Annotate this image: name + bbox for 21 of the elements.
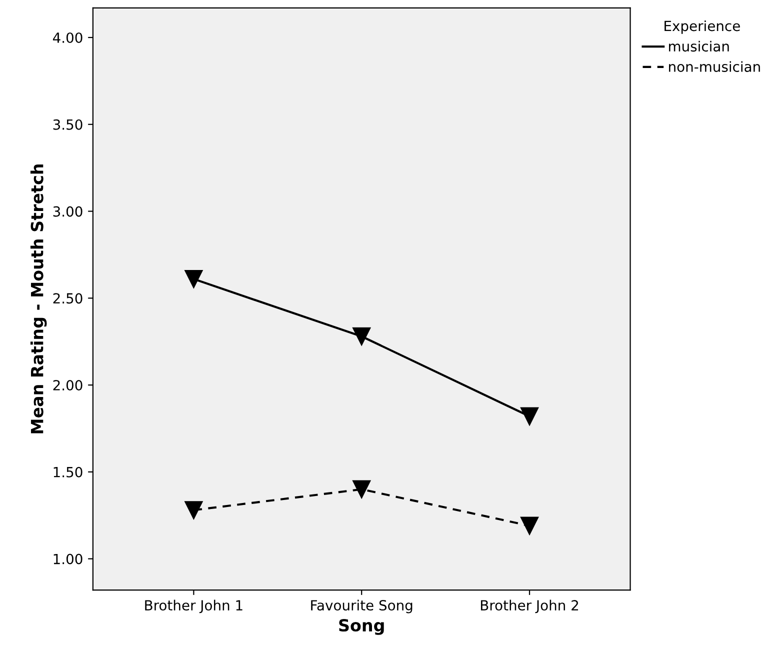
y-tick-label: 2.50 — [53, 293, 82, 304]
y-tick-label: 2.00 — [53, 380, 82, 390]
y-tick-label: 3.50 — [53, 119, 82, 130]
point — [520, 516, 539, 535]
x-tick-label: Brother John 1 — [145, 600, 242, 614]
y-axis-title: Mean Rating - Mouth Stretch — [30, 164, 47, 434]
point — [520, 407, 539, 426]
point — [184, 270, 203, 288]
legend-label: musician — [669, 40, 729, 52]
y-tick-label: 1.50 — [54, 466, 82, 478]
y-tick-label: 3.00 — [53, 206, 82, 217]
x-tick-label: Brother John 2 — [480, 600, 578, 614]
y-tick-label: 1.00 — [54, 554, 82, 564]
point — [184, 501, 203, 520]
legend-label: non-musician — [669, 61, 760, 72]
point — [352, 480, 371, 498]
x-tick-label: Favourite Song — [311, 600, 412, 614]
legend-title: Experience — [664, 20, 740, 34]
x-axis-title: Song — [339, 618, 384, 635]
y-tick-label: 4.00 — [52, 32, 82, 43]
point — [352, 327, 371, 346]
